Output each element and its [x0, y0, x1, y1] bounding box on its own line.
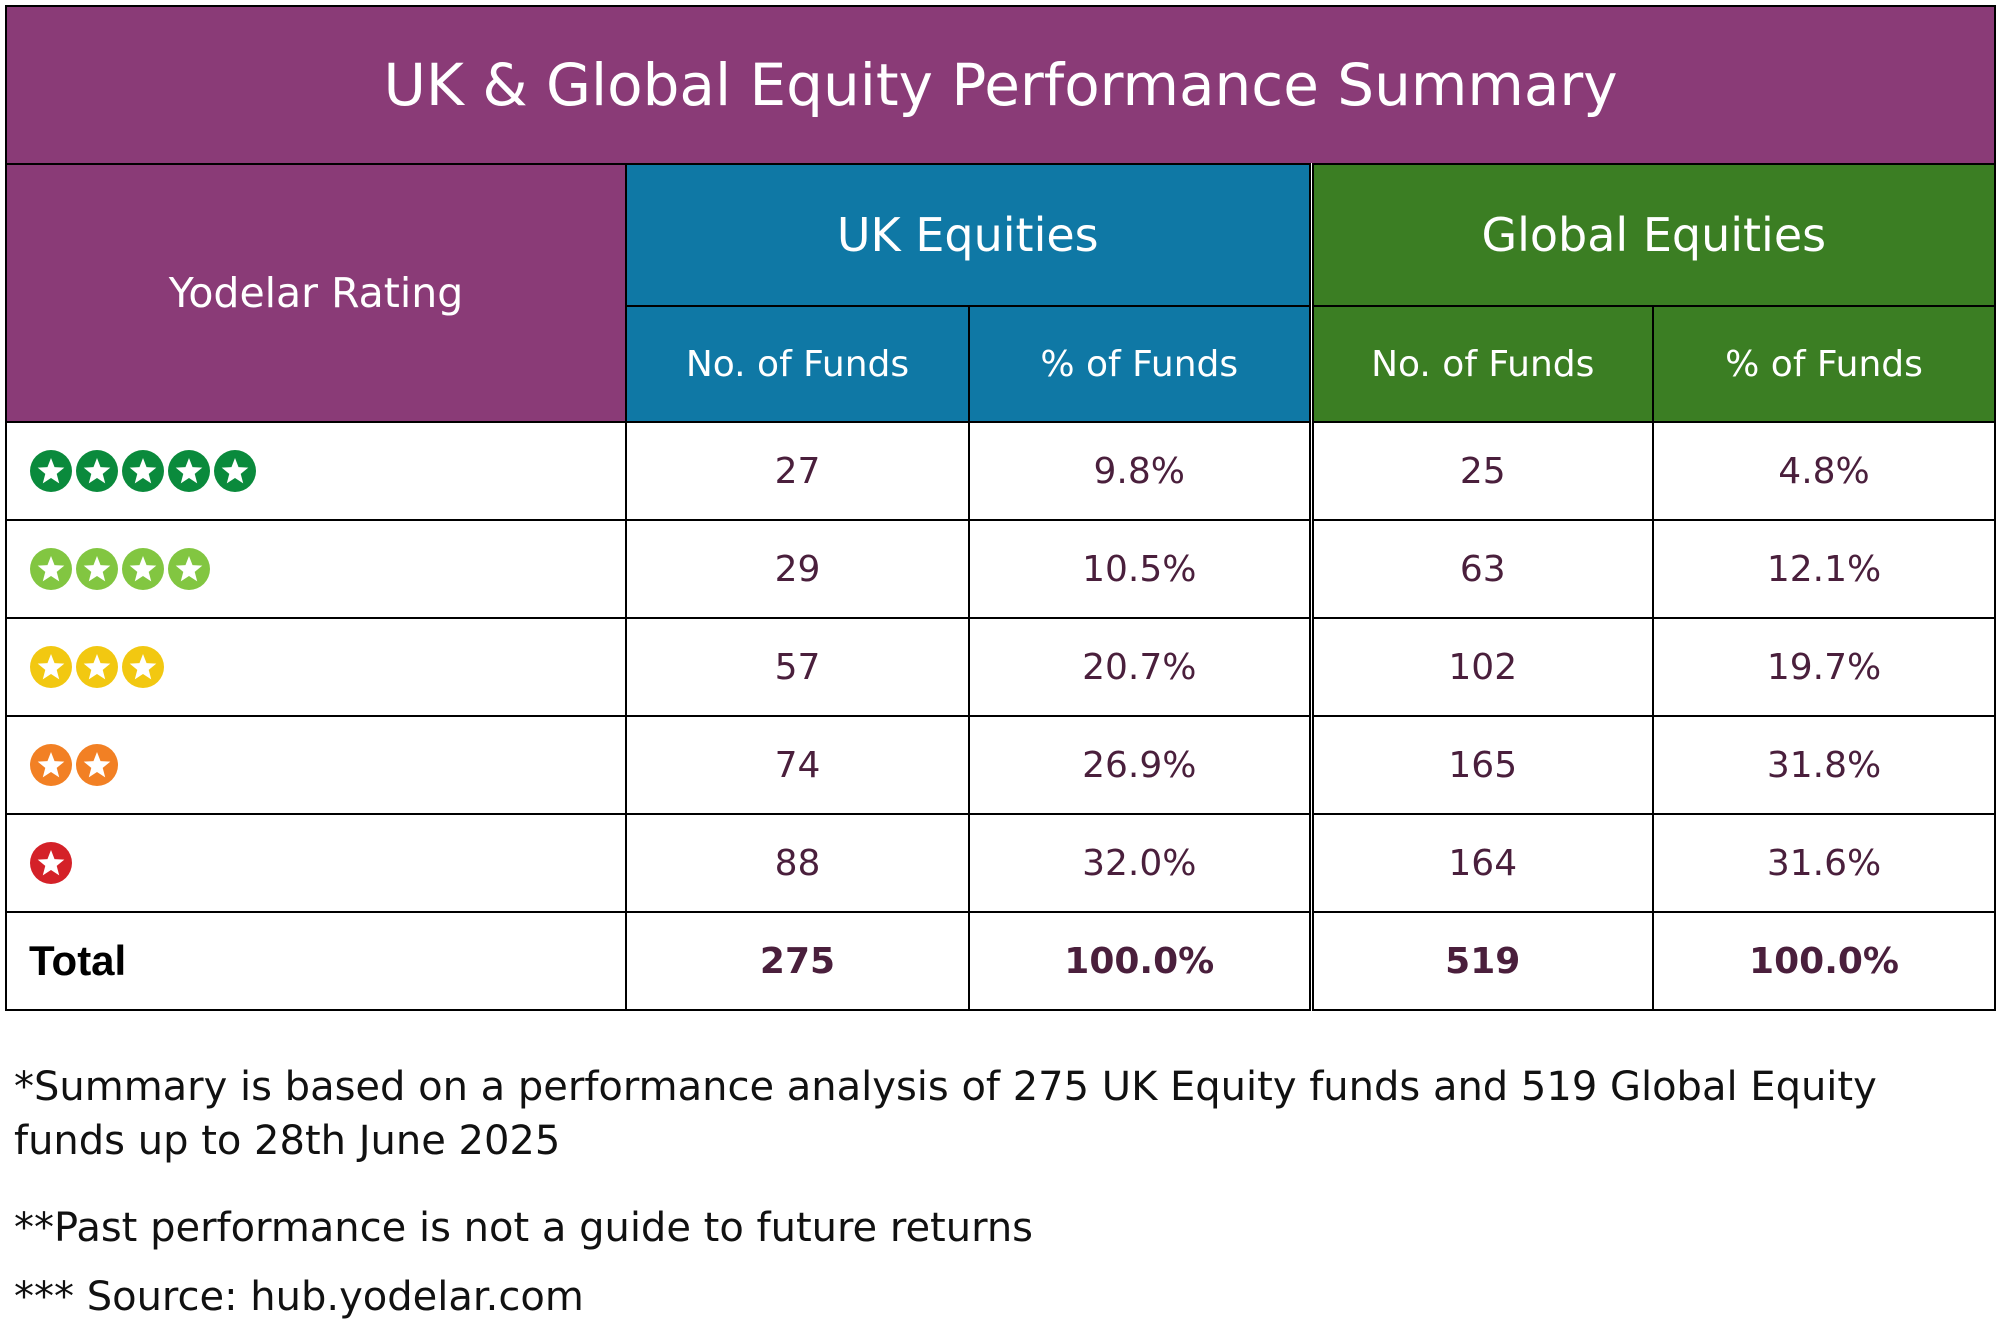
table-title: UK & Global Equity Performance Summary: [4, 5, 1997, 165]
star-icon: [30, 548, 72, 590]
uk-count-cell: 29: [625, 519, 970, 619]
star-icon: [122, 450, 164, 492]
source-note: *** Source: hub.yodelar.com: [14, 1274, 584, 1320]
global-total-percent: 100.0%: [1651, 911, 1997, 1011]
global-percent-cell: 4.8%: [1651, 421, 1997, 521]
global-count-cell: 102: [1310, 617, 1654, 717]
uk-count-cell: 27: [625, 421, 970, 521]
uk-total-percent: 100.0%: [968, 911, 1314, 1011]
table-row: 57 20.7% 102 19.7%: [5, 617, 1997, 717]
global-percent-cell: 31.8%: [1651, 715, 1997, 815]
global-percent-cell: 31.6%: [1651, 813, 1997, 913]
past-performance-note: **Past performance is not a guide to fut…: [14, 1205, 1034, 1251]
rating-column-header: Yodelar Rating: [5, 163, 627, 423]
star-icon: [76, 646, 118, 688]
global-percent-header: % of Funds: [1651, 305, 1997, 423]
sub-header-row: No. of Funds % of Funds No. of Funds % o…: [6, 305, 1997, 423]
uk-equities-header: UK Equities: [625, 163, 1314, 307]
global-count-header: No. of Funds: [1310, 305, 1654, 423]
star-icon: [76, 548, 118, 590]
global-count-cell: 165: [1310, 715, 1654, 815]
total-label: Total: [5, 911, 627, 1011]
star-icon: [214, 450, 256, 492]
uk-count-cell: 88: [625, 813, 970, 913]
rating-cell: [5, 813, 627, 913]
star-icon: [76, 744, 118, 786]
uk-percent-header: % of Funds: [968, 305, 1314, 423]
star-rating: [29, 816, 624, 910]
star-icon: [30, 646, 72, 688]
star-icon: [30, 450, 72, 492]
uk-percent-cell: 20.7%: [968, 617, 1314, 717]
rating-cell: [5, 715, 627, 815]
global-count-cell: 164: [1310, 813, 1654, 913]
star-icon: [30, 744, 72, 786]
global-percent-cell: 12.1%: [1651, 519, 1997, 619]
global-equities-header: Global Equities: [1309, 163, 1997, 307]
star-icon: [168, 548, 210, 590]
star-rating: [29, 718, 624, 812]
table-row: 27 9.8% 25 4.8%: [5, 421, 1997, 521]
uk-total-count: 275: [625, 911, 970, 1011]
rating-cell: [5, 617, 627, 717]
global-percent-cell: 19.7%: [1651, 617, 1997, 717]
uk-count-cell: 57: [625, 617, 970, 717]
title-row: UK & Global Equity Performance Summary: [4, 5, 1997, 165]
star-rating: [29, 620, 624, 714]
star-icon: [122, 646, 164, 688]
uk-percent-cell: 10.5%: [968, 519, 1314, 619]
star-rating: [29, 424, 624, 518]
table-row: 29 10.5% 63 12.1%: [5, 519, 1997, 619]
global-count-cell: 63: [1310, 519, 1654, 619]
table-row: 88 32.0% 164 31.6%: [5, 813, 1997, 913]
star-icon: [30, 842, 72, 884]
star-icon: [168, 450, 210, 492]
global-count-cell: 25: [1310, 421, 1654, 521]
rating-cell: [5, 519, 627, 619]
star-rating: [29, 522, 624, 616]
uk-percent-cell: 32.0%: [968, 813, 1314, 913]
performance-table: UK & Global Equity Performance Summary Y…: [4, 5, 1997, 1011]
global-total-count: 519: [1310, 911, 1654, 1011]
star-icon: [76, 450, 118, 492]
star-icon: [122, 548, 164, 590]
group-header-row: Yodelar Rating UK Equities Global Equiti…: [5, 163, 1997, 423]
table-row: 74 26.9% 165 31.8%: [5, 715, 1997, 815]
uk-percent-cell: 26.9%: [968, 715, 1314, 815]
total-row: Total 275 100.0% 519 100.0%: [5, 911, 1997, 1011]
methodology-note: *Summary is based on a performance analy…: [14, 1064, 1877, 1164]
rating-cell: [5, 421, 627, 521]
uk-percent-cell: 9.8%: [968, 421, 1314, 521]
uk-count-cell: 74: [625, 715, 970, 815]
uk-count-header: No. of Funds: [625, 305, 970, 423]
